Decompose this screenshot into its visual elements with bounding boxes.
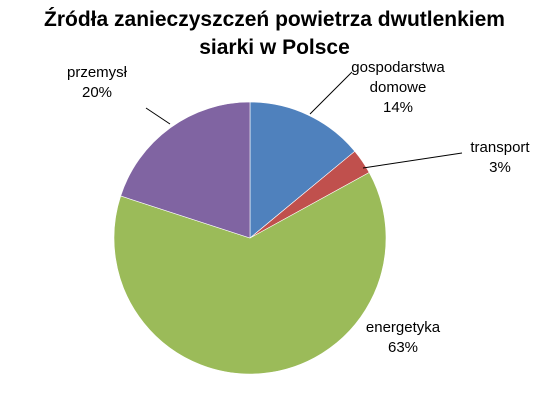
leader-line-1 <box>362 152 463 169</box>
chart-title: Źródła zanieczyszczeń powietrza dwutlenk… <box>0 6 549 62</box>
chart-title-line-2: siarki w Polsce <box>199 36 350 59</box>
slice-percent-label-3: 20% <box>82 84 112 101</box>
slice-name-label-3: przemysł <box>67 64 128 81</box>
slice-name-label-2: energetyka <box>366 319 441 336</box>
slice-name-label-1: transport <box>470 139 530 156</box>
slice-name-label-0: gospodarstwa <box>351 59 445 76</box>
pie-slice-3 <box>120 101 251 239</box>
slice-label-1: transport 3% <box>470 139 530 176</box>
pie-slice-0 <box>249 101 356 239</box>
slice-label-3: przemysł 20% <box>67 64 128 101</box>
slice-percent-label-0: 14% <box>383 99 413 116</box>
pie-slice-2 <box>113 172 387 375</box>
chart-title-line-1: Źródła zanieczyszczeń powietrza dwutlenk… <box>44 8 505 31</box>
leader-line-0 <box>309 71 353 115</box>
slice-label-2: energetyka 63% <box>366 319 441 356</box>
slice-name-label-0: domowe <box>370 79 427 96</box>
slice-percent-label-1: 3% <box>489 159 511 176</box>
leader-line-3 <box>145 107 171 125</box>
slice-percent-label-2: 63% <box>388 339 418 356</box>
slice-label-0: gospodarstwa domowe 14% <box>351 59 445 116</box>
